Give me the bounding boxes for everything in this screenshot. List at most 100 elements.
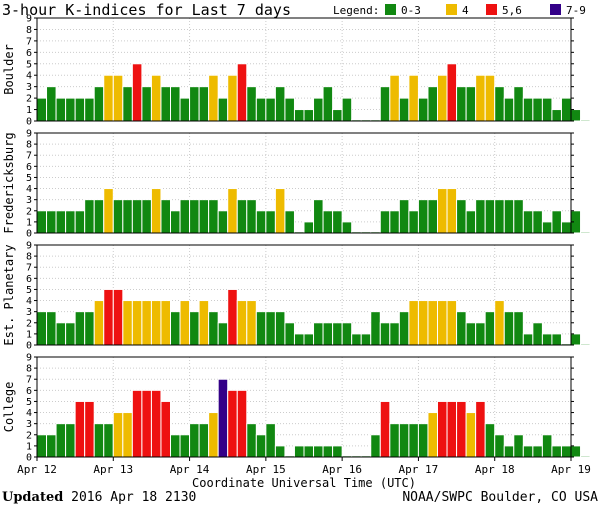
bar-college-39 bbox=[408, 423, 419, 458]
bar-boulder-9 bbox=[122, 86, 133, 122]
bar-est-planetary-4 bbox=[74, 311, 86, 346]
bar-fredericksburg-53 bbox=[541, 221, 553, 234]
bar-college-14 bbox=[170, 434, 181, 458]
y-tick-label: 3 bbox=[26, 419, 32, 430]
bar-est-planetary-41 bbox=[427, 300, 439, 346]
bar-est-planetary-32 bbox=[341, 322, 353, 346]
bar-est-planetary-13 bbox=[160, 300, 171, 346]
y-tick-label: 6 bbox=[26, 162, 32, 173]
bar-college-57 bbox=[580, 455, 591, 458]
footer-updated: Updated 2016 Apr 18 2130 bbox=[2, 490, 196, 505]
y-tick-label: 9 bbox=[26, 129, 32, 140]
bar-boulder-1 bbox=[46, 86, 57, 122]
bar-fredericksburg-24 bbox=[265, 210, 276, 234]
bar-est-planetary-50 bbox=[513, 311, 524, 346]
bar-boulder-29 bbox=[313, 97, 324, 122]
bar-boulder-44 bbox=[456, 86, 467, 122]
bar-est-planetary-28 bbox=[303, 333, 315, 346]
chart-title: 3-hour K-indices for Last 7 days bbox=[2, 1, 291, 19]
y-tick-label: 4 bbox=[26, 296, 32, 307]
bar-boulder-39 bbox=[408, 74, 419, 122]
y-tick-label: 3 bbox=[26, 307, 32, 318]
bar-college-50 bbox=[513, 434, 524, 458]
y-tick-label: 6 bbox=[26, 48, 32, 59]
bar-est-planetary-30 bbox=[322, 322, 334, 346]
legend-text-7-9: 7-9 bbox=[566, 4, 586, 17]
bar-college-17 bbox=[198, 423, 210, 458]
y-tick-label: 8 bbox=[26, 364, 32, 375]
bar-boulder-8 bbox=[112, 74, 124, 122]
bar-fredericksburg-43 bbox=[446, 188, 458, 234]
bar-college-16 bbox=[189, 423, 200, 458]
bar-fredericksburg-21 bbox=[236, 199, 248, 234]
bar-est-planetary-56 bbox=[570, 333, 582, 346]
bar-college-7 bbox=[103, 423, 114, 458]
bar-fredericksburg-19 bbox=[217, 210, 229, 234]
bar-boulder-45 bbox=[465, 86, 477, 122]
bar-college-31 bbox=[332, 445, 343, 458]
bar-boulder-36 bbox=[379, 86, 391, 122]
bar-est-planetary-7 bbox=[103, 288, 114, 346]
bar-boulder-50 bbox=[513, 86, 524, 122]
bar-college-1 bbox=[46, 434, 57, 458]
bar-est-planetary-27 bbox=[293, 333, 305, 346]
bar-college-19 bbox=[217, 378, 229, 458]
k-index-chart: 3-hour K-indices for Last 7 days Legend: 0… bbox=[2, 1, 591, 490]
bar-boulder-41 bbox=[427, 86, 439, 122]
bar-college-45 bbox=[465, 412, 477, 458]
bar-college-41 bbox=[427, 412, 439, 458]
bar-est-planetary-26 bbox=[284, 322, 295, 346]
y-tick-label: 2 bbox=[26, 318, 32, 329]
bar-college-8 bbox=[112, 412, 124, 458]
bar-college-40 bbox=[417, 423, 429, 458]
panel-frame bbox=[36, 356, 572, 458]
legend-swatch-5-6 bbox=[486, 4, 497, 15]
bar-est-planetary-53 bbox=[541, 333, 553, 346]
bar-boulder-14 bbox=[170, 86, 181, 122]
y-tick-label: 9 bbox=[26, 14, 32, 25]
bar-college-11 bbox=[141, 389, 152, 458]
bar-college-28 bbox=[303, 445, 315, 458]
legend-label: Legend: bbox=[333, 4, 379, 17]
bar-college-37 bbox=[389, 423, 400, 458]
y-tick-label: 0 bbox=[26, 341, 32, 352]
y-tick-label: 3 bbox=[26, 82, 32, 93]
bar-boulder-27 bbox=[293, 109, 305, 122]
bar-boulder-46 bbox=[475, 74, 486, 122]
station-label-est-planetary: Est. Planetary bbox=[2, 244, 16, 345]
y-tick-label: 7 bbox=[26, 263, 32, 274]
bar-est-planetary-8 bbox=[112, 288, 124, 346]
bar-fredericksburg-32 bbox=[341, 221, 353, 234]
y-tick-label: 8 bbox=[26, 252, 32, 263]
bar-college-9 bbox=[122, 412, 133, 458]
bar-fredericksburg-37 bbox=[389, 210, 400, 234]
bar-boulder-57 bbox=[580, 119, 591, 122]
bar-college-20 bbox=[227, 389, 238, 458]
footer-credit: NOAA/SWPC Boulder, CO USA bbox=[402, 490, 598, 505]
bar-fredericksburg-3 bbox=[65, 210, 76, 234]
bar-fredericksburg-17 bbox=[198, 199, 210, 234]
y-tick-label: 9 bbox=[26, 353, 32, 364]
bar-college-2 bbox=[55, 423, 67, 458]
bar-est-planetary-5 bbox=[84, 311, 95, 346]
bar-est-planetary-2 bbox=[55, 322, 67, 346]
bar-fredericksburg-0 bbox=[36, 210, 48, 234]
y-tick-label: 1 bbox=[26, 217, 32, 228]
bar-boulder-7 bbox=[103, 74, 114, 122]
legend-text-4: 4 bbox=[462, 4, 469, 17]
bar-est-planetary-34 bbox=[360, 333, 372, 346]
bar-college-23 bbox=[255, 434, 267, 458]
bar-est-planetary-29 bbox=[313, 322, 324, 346]
bar-boulder-51 bbox=[522, 97, 534, 122]
bar-fredericksburg-25 bbox=[274, 188, 286, 234]
bar-college-54 bbox=[551, 445, 562, 458]
bar-est-planetary-33 bbox=[351, 333, 362, 346]
y-tick-label: 2 bbox=[26, 430, 32, 441]
bar-college-52 bbox=[532, 445, 543, 458]
chart-header: 3-hour K-indices for Last 7 days Legend: 0… bbox=[2, 1, 586, 19]
bar-est-planetary-17 bbox=[198, 300, 210, 346]
bar-est-planetary-23 bbox=[255, 311, 267, 346]
bar-college-12 bbox=[150, 389, 162, 458]
bar-fredericksburg-31 bbox=[332, 210, 343, 234]
